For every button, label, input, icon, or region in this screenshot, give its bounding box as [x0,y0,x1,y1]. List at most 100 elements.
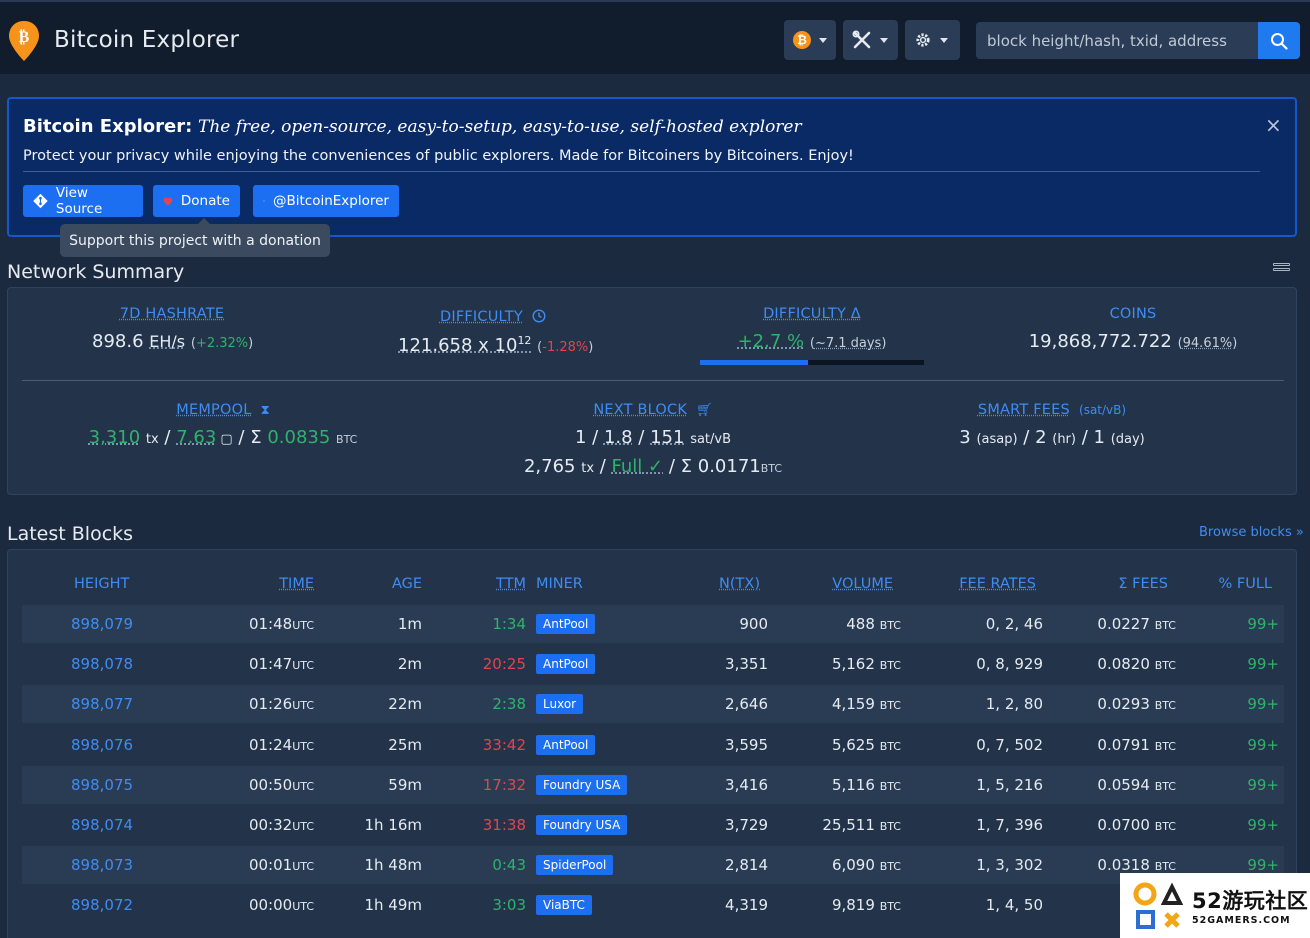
miner-badge[interactable]: Luxor [536,694,583,714]
miner-badge[interactable]: AntPool [536,654,595,674]
banner-title-tagline: The free, open-source, easy-to-setup, ea… [198,117,802,137]
difficulty-progress-fill [700,360,808,365]
block-ttm: 1:34 [492,615,526,633]
list-view-icon[interactable] [1273,263,1290,276]
block-height-link[interactable]: 898,079 [71,615,133,633]
block-pct-full: 99+ [1247,695,1279,713]
miner-badge[interactable]: AntPool [536,614,595,634]
watermark-domain: 52GAMERS.COM [1192,915,1308,926]
stat-difficulty-delta: DIFFICULTY Δ +2.7 % (~7.1 days) [722,306,902,352]
twitter-icon [263,194,265,208]
browse-blocks-link[interactable]: Browse blocks » [1199,525,1304,540]
twitter-label: @BitcoinExplorer [273,193,389,209]
difficulty-label-row: DIFFICULTY [398,306,588,325]
mempool-label[interactable]: MEMPOOL [176,402,251,418]
block-age: 2m [398,655,422,673]
donate-tooltip: Support this project with a donation [60,224,330,257]
block-ntx: 3,416 [725,776,768,794]
block-time: 00:32UTC [249,816,314,834]
block-age: 1m [398,615,422,633]
miner-badge[interactable]: ViaBTC [536,895,592,915]
col-fee-rates[interactable]: FEE RATES [959,576,1036,592]
block-fee-rates: 1, 2, 80 [986,695,1043,713]
difficulty-label[interactable]: DIFFICULTY [440,309,523,325]
network-summary-card: 7D HASHRATE 898.6 EH/s (+2.32%) DIFFICUL… [7,287,1297,495]
block-time: 01:47UTC [249,655,314,673]
block-sum-fees: 0.0700 BTC [1097,816,1176,834]
block-volume: 25,511 BTC [822,816,901,834]
block-age: 1h 49m [364,896,422,914]
gear-icon [914,31,932,49]
stat-hashrate: 7D HASHRATE 898.6 EH/s (+2.32%) [92,306,252,352]
block-pct-full: 99+ [1247,615,1279,633]
twitter-button[interactable]: @BitcoinExplorer [253,185,399,217]
settings-dropdown[interactable] [905,20,960,60]
tools-dropdown[interactable] [843,20,898,60]
search-button[interactable] [1258,22,1300,59]
miner-badge[interactable]: Foundry USA [536,815,627,835]
block-height-link[interactable]: 898,077 [71,695,133,713]
bitcoin-logo-icon[interactable]: ₿ [8,20,40,62]
hourglass-icon: ⧗ [261,403,270,418]
miner-badge[interactable]: AntPool [536,735,595,755]
next-block-fees: 1 / 1.8 / 151 sat/vB [518,427,788,448]
block-height-link[interactable]: 898,078 [71,655,133,673]
search-input[interactable] [976,22,1258,59]
block-fee-rates: 0, 7, 502 [976,736,1043,754]
block-ntx: 3,351 [725,655,768,673]
col-volume[interactable]: VOLUME [832,576,893,592]
block-fee-rates: 0, 8, 929 [976,655,1043,673]
navbar: ₿ Bitcoin Explorer ₿ [0,0,1310,74]
divider [23,171,1260,172]
difficulty-delta-label[interactable]: DIFFICULTY Δ [722,306,902,322]
block-volume: 488 BTC [846,615,901,633]
block-volume: 9,819 BTC [832,896,901,914]
miner-badge[interactable]: SpiderPool [536,855,613,875]
col-height: HEIGHT [74,576,129,592]
block-time: 00:00UTC [249,896,314,914]
next-block-label[interactable]: NEXT BLOCK [593,402,687,418]
smart-fees-label[interactable]: SMART FEES [978,402,1070,418]
donate-label: Donate [181,193,230,209]
close-icon[interactable]: × [1265,113,1282,137]
caret-down-icon [880,38,888,43]
watermark-title: 52游玩社区 [1192,885,1308,915]
block-fee-rates: 1, 5, 216 [976,776,1043,794]
block-height-link[interactable]: 898,076 [71,736,133,754]
col-ntx[interactable]: N(TX) [719,576,760,592]
block-sum-fees: 0.0227 BTC [1097,615,1176,633]
mempool-label-row: MEMPOOL ⧗ [88,399,358,418]
block-height-link[interactable]: 898,072 [71,896,133,914]
block-height-link[interactable]: 898,073 [71,856,133,874]
block-age: 1h 16m [364,816,422,834]
block-height-link[interactable]: 898,074 [71,816,133,834]
block-ntx: 900 [739,615,768,633]
block-pct-full: 99+ [1247,776,1279,794]
col-ttm[interactable]: TTM [496,576,526,592]
view-source-button[interactable]: View Source [23,185,143,217]
block-sum-fees: 0.0318 BTC [1097,856,1176,874]
clock-icon[interactable] [532,309,546,323]
hashrate-label[interactable]: 7D HASHRATE [92,306,252,322]
caret-down-icon [940,38,948,43]
col-time[interactable]: TIME [279,576,314,592]
coin-dropdown[interactable]: ₿ [784,20,836,60]
block-volume: 5,116 BTC [832,776,901,794]
intro-banner: Bitcoin Explorer: The free, open-source,… [7,97,1297,237]
block-time: 01:24UTC [249,736,314,754]
tools-icon [852,30,872,50]
svg-text:₿: ₿ [19,27,30,46]
block-age: 25m [388,736,422,754]
donate-button[interactable]: Donate [153,185,240,217]
block-height-link[interactable]: 898,075 [71,776,133,794]
banner-title-bold: Bitcoin Explorer: [23,116,192,137]
block-fee-rates: 1, 4, 50 [986,896,1043,914]
miner-badge[interactable]: Foundry USA [536,775,627,795]
block-ttm: 2:38 [492,695,526,713]
block-age: 1h 48m [364,856,422,874]
col-pct-full: % FULL [1219,576,1273,592]
block-sum-fees: 0.0791 BTC [1097,736,1176,754]
block-time: 01:48UTC [249,615,314,633]
brand-name[interactable]: Bitcoin Explorer [54,27,239,53]
watermark-text: 52游玩社区 52GAMERS.COM [1192,885,1308,926]
